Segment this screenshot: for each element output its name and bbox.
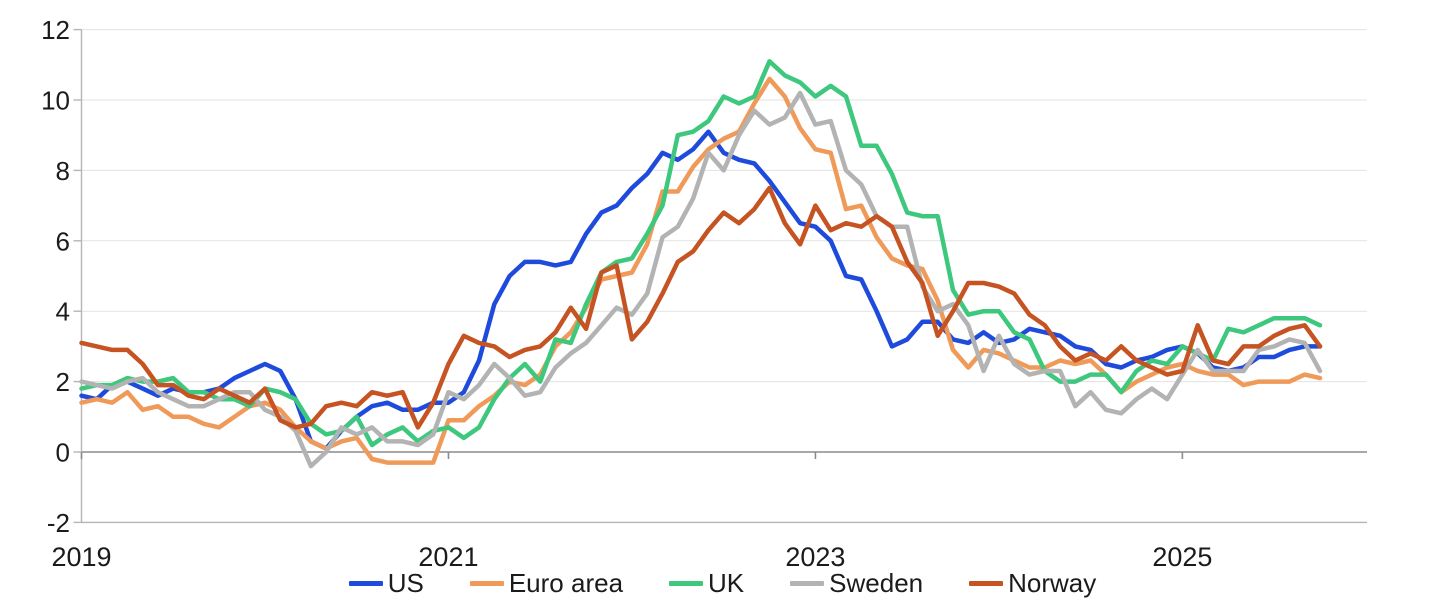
- x-tick-label-2025: 2025: [1152, 542, 1212, 572]
- x-tick-label-2019: 2019: [51, 542, 111, 572]
- y-tick-label-6: 6: [56, 226, 70, 256]
- legend-swatch-euro-area: [469, 580, 504, 586]
- legend-label-euro-area: Euro area: [508, 568, 624, 598]
- x-tick-label-2023: 2023: [785, 542, 845, 572]
- legend-label-uk: UK: [708, 568, 745, 598]
- legend-item-us: US: [348, 568, 424, 598]
- legend-swatch-norway: [969, 580, 1004, 586]
- legend-label-norway: Norway: [1008, 568, 1097, 598]
- legend-item-norway: Norway: [969, 570, 1096, 596]
- y-tick-label-10: 10: [41, 86, 70, 116]
- line-uk: [79, 59, 1323, 448]
- legend-swatch-sweden: [790, 580, 825, 586]
- legend-label-us: US: [387, 568, 424, 598]
- line-norway: [79, 185, 1323, 430]
- y-tick-label-8: 8: [56, 156, 70, 186]
- legend-swatch-us: [348, 580, 383, 586]
- y-tick-label-12: 12: [41, 15, 70, 45]
- legend-swatch-uk: [669, 580, 704, 586]
- legend-item-uk: UK: [669, 570, 744, 596]
- line-us: [79, 129, 1323, 451]
- y-tick-label-0: 0: [56, 438, 70, 468]
- y-tick-label-4: 4: [56, 297, 70, 327]
- legend-item-sweden: Sweden: [790, 570, 923, 596]
- y-tick-label--2: -2: [47, 508, 70, 538]
- chart-legend: US Euro area UK Sweden Norway: [0, 563, 1445, 603]
- line-sweden: [79, 90, 1323, 469]
- legend-item-euro-area: Euro area: [469, 568, 624, 598]
- y-tick-label-2: 2: [56, 367, 70, 397]
- x-tick-label-2021: 2021: [418, 542, 478, 572]
- line-euro-area: [79, 76, 1323, 465]
- legend-label-sweden: Sweden: [829, 568, 924, 598]
